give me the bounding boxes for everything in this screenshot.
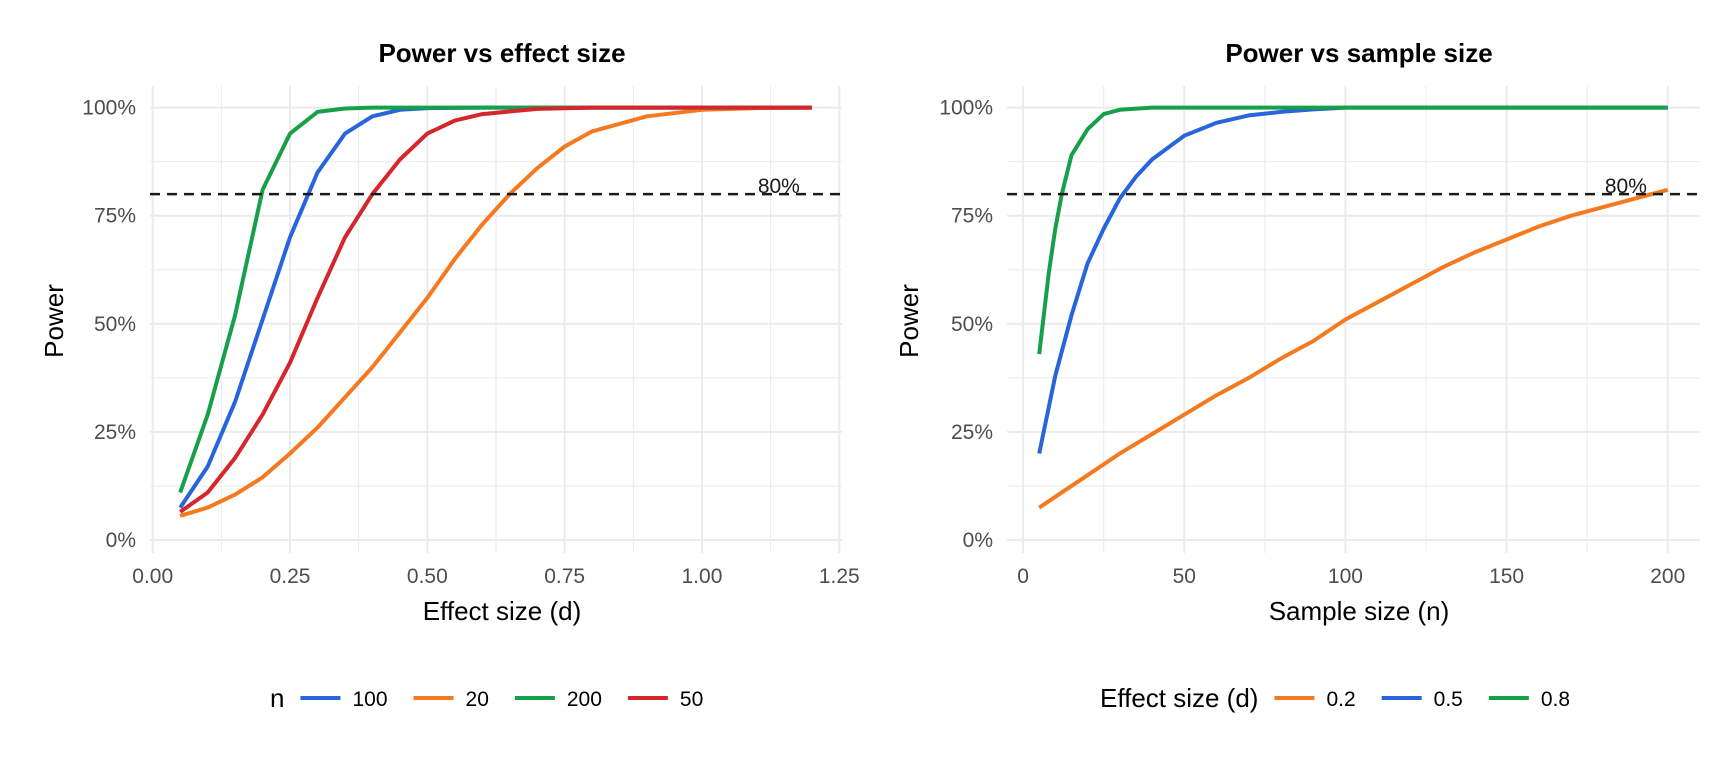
legend-label-100: 100 — [352, 688, 387, 711]
y-tick-label: 75% — [951, 205, 993, 228]
y-tick-label: 75% — [94, 205, 136, 228]
legend: Effect size (d) 0.2 0.5 0.8 — [1100, 683, 1570, 713]
x-tick-label: 0.00 — [132, 565, 173, 588]
legend-label-0.2: 0.2 — [1326, 688, 1355, 711]
series-line-50 — [179, 105, 812, 514]
x-axis-title: Sample size (n) — [1269, 596, 1450, 626]
legend-title: n — [270, 683, 284, 713]
x-tick-label: 0 — [1017, 565, 1029, 588]
y-axis-title: Power — [894, 284, 924, 358]
legend-label-20: 20 — [466, 688, 489, 711]
y-tick-label: 0% — [106, 529, 136, 552]
x-tick-label: 1.00 — [682, 565, 723, 588]
series-lines — [178, 105, 812, 518]
legend-label-50: 50 — [680, 688, 703, 711]
legend: n 100 20 200 50 — [270, 683, 703, 713]
series-line-20 — [179, 105, 812, 518]
legend-title: Effect size (d) — [1100, 683, 1258, 713]
panel-power-vs-sample-size: Power vs sample size 0 50 100 150 200 0% 25% 50… — [894, 38, 1700, 713]
x-tick-label: 200 — [1650, 565, 1685, 588]
series-line-0.2 — [1038, 187, 1669, 510]
x-tick-label: 0.50 — [407, 565, 448, 588]
series-line-0.5 — [1037, 105, 1668, 454]
y-tick-label: 100% — [939, 97, 993, 120]
reference-line-label: 80% — [1605, 175, 1647, 198]
y-tick-label: 25% — [94, 421, 136, 444]
y-tick-label: 100% — [82, 97, 136, 120]
x-tick-label: 0.25 — [270, 565, 311, 588]
y-tick-label: 25% — [951, 421, 993, 444]
legend-label-0.5: 0.5 — [1434, 688, 1463, 711]
x-axis-title: Effect size (d) — [423, 596, 581, 626]
reference-line-label: 80% — [758, 175, 800, 198]
chart-title: Power vs effect size — [378, 38, 625, 68]
y-tick-label: 0% — [963, 529, 993, 552]
x-tick-label: 0.75 — [544, 565, 585, 588]
panel-power-vs-effect-size: Power vs effect size 0.00 0.25 0.50 0.75 1.0… — [39, 38, 860, 713]
y-tick-label: 50% — [94, 313, 136, 336]
x-tick-label: 100 — [1328, 565, 1363, 588]
legend-label-200: 200 — [567, 688, 602, 711]
tick-labels: 0 50 100 150 200 0% 25% 50% 75% 100% — [939, 97, 1685, 588]
chart-title: Power vs sample size — [1225, 38, 1492, 68]
grid — [150, 86, 842, 553]
series-lines — [1037, 105, 1669, 510]
reference-line: 80% — [1007, 175, 1700, 198]
grid — [1007, 86, 1700, 553]
x-tick-label: 1.25 — [819, 565, 860, 588]
x-tick-label: 50 — [1173, 565, 1196, 588]
y-axis-title: Power — [39, 284, 69, 358]
tick-labels: 0.00 0.25 0.50 0.75 1.00 1.25 0% 25% 50% 75% 100% — [82, 97, 859, 588]
reference-line: 80% — [150, 175, 842, 198]
y-tick-label: 50% — [951, 313, 993, 336]
legend-label-0.8: 0.8 — [1541, 688, 1570, 711]
series-line-0.8 — [1037, 105, 1668, 355]
x-tick-label: 150 — [1489, 565, 1524, 588]
